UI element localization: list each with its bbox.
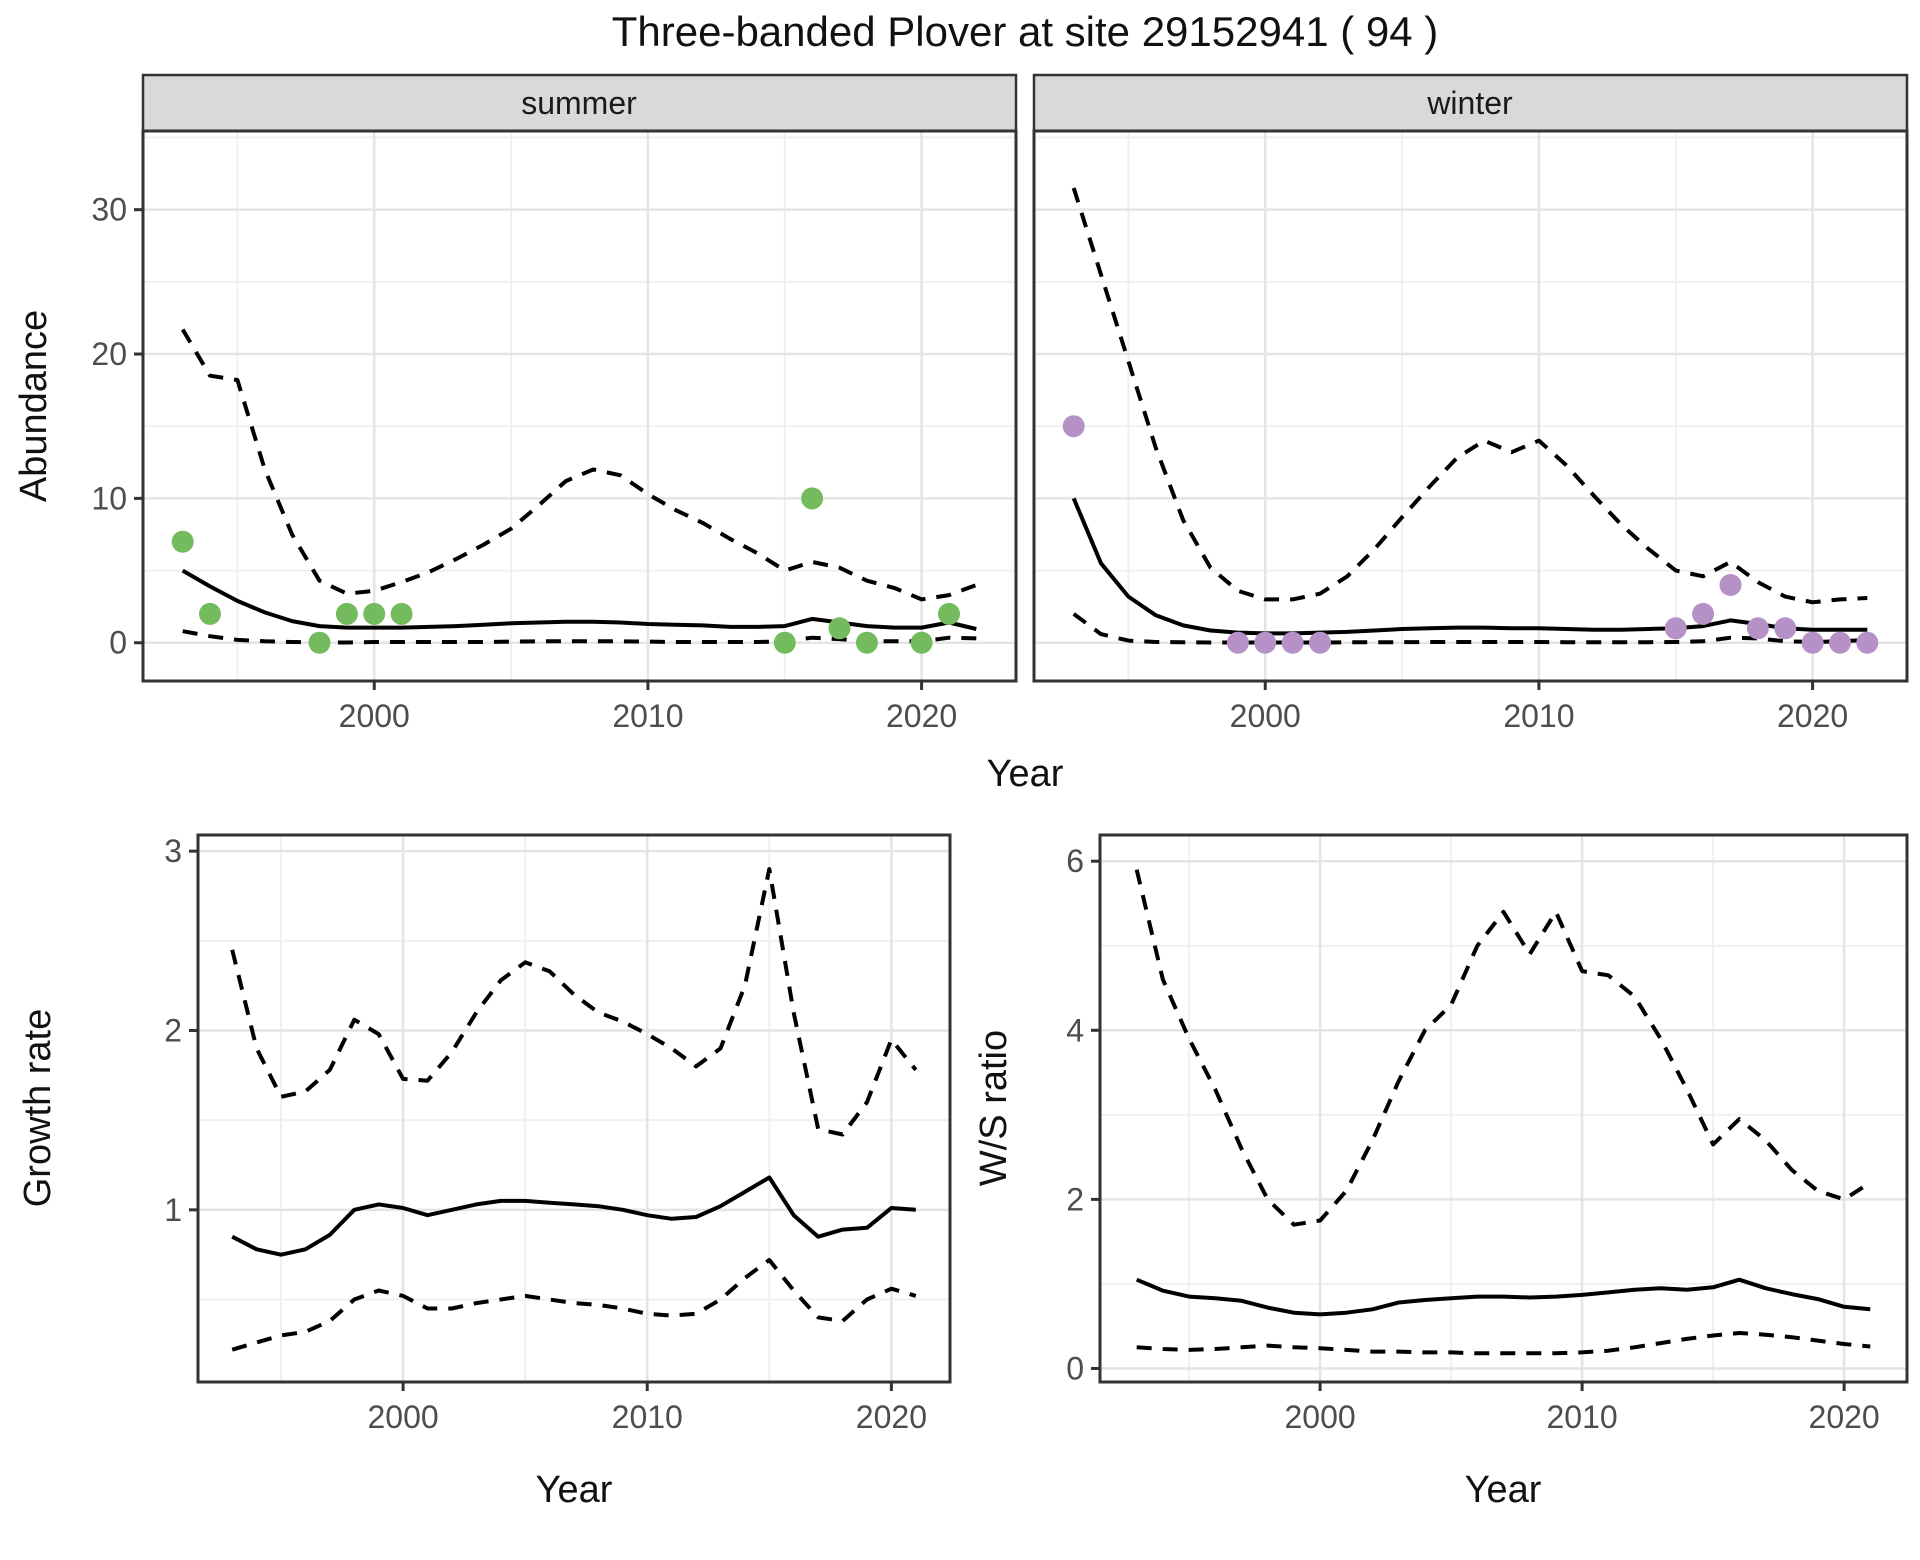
strip-winter-box bbox=[1032, 73, 1909, 133]
y-tick-label: 0 bbox=[109, 625, 127, 661]
data-point-winter bbox=[1062, 415, 1085, 438]
series-lower_ci-winter bbox=[1072, 612, 1868, 645]
x-tick-label: 2010 bbox=[1503, 698, 1574, 734]
data-point-winter bbox=[1801, 631, 1824, 654]
data-point-summer bbox=[390, 602, 413, 625]
x-tick-label: 2020 bbox=[886, 698, 957, 734]
series-lower_ci-ws bbox=[1136, 1331, 1871, 1356]
data-point-winter bbox=[1856, 631, 1879, 654]
y-tick-label: 30 bbox=[91, 192, 127, 228]
strip-summer-label: summer bbox=[521, 85, 637, 121]
data-point-winter bbox=[1746, 617, 1769, 640]
data-point-summer bbox=[363, 602, 386, 625]
data-point-winter bbox=[1829, 631, 1851, 654]
x-tick-label: 2020 bbox=[1809, 1399, 1880, 1435]
x-tick-label: 2010 bbox=[612, 1399, 683, 1435]
data-point-winter bbox=[1692, 602, 1715, 625]
data-point-summer bbox=[910, 631, 933, 654]
data-point-summer bbox=[308, 631, 331, 654]
data-point-winter bbox=[1281, 631, 1304, 654]
series-mean-growth bbox=[231, 1175, 916, 1257]
series-mean-ws bbox=[1135, 1277, 1871, 1317]
panel-summer: 2000 2010 2020 0 10 20 30 bbox=[91, 129, 1018, 734]
x-axis-title-year-top: Year bbox=[987, 753, 1064, 795]
y-tick-label: 0 bbox=[1066, 1350, 1084, 1386]
series-upper_ci-summer bbox=[180, 328, 977, 602]
x-tick-label: 2000 bbox=[1284, 1399, 1355, 1435]
panel-growth: 2000 2010 2020 1 2 3 bbox=[164, 833, 952, 1435]
data-point-summer bbox=[828, 617, 851, 640]
data-point-summer bbox=[171, 530, 194, 553]
panel-border-ws bbox=[1098, 833, 1909, 1384]
x-axis-title-year-growth: Year bbox=[536, 1469, 613, 1511]
data-point-winter bbox=[1226, 631, 1249, 654]
y-tick-label: 6 bbox=[1066, 843, 1084, 879]
panel-border-summer bbox=[141, 129, 1018, 683]
x-tick-label: 2000 bbox=[339, 698, 410, 734]
y-tick-label: 20 bbox=[91, 336, 127, 372]
panel-border-winter bbox=[1032, 129, 1909, 683]
x-axis-title-year-ws: Year bbox=[1465, 1469, 1542, 1511]
data-point-summer bbox=[938, 602, 960, 625]
data-point-summer bbox=[773, 631, 796, 654]
series-mean-winter bbox=[1071, 497, 1868, 636]
x-tick-label: 2020 bbox=[856, 1399, 927, 1435]
data-point-summer bbox=[855, 631, 878, 654]
strip-summer-box bbox=[141, 73, 1018, 133]
data-point-summer bbox=[801, 487, 824, 510]
data-point-winter bbox=[1664, 617, 1687, 640]
strip-winter-label: winter bbox=[1426, 85, 1513, 121]
x-tick-label: 2020 bbox=[1777, 698, 1848, 734]
y-tick-label: 1 bbox=[164, 1192, 182, 1228]
data-point-winter bbox=[1719, 574, 1742, 596]
series-upper_ci-growth bbox=[230, 867, 918, 1137]
series-upper_ci-ws bbox=[1134, 869, 1872, 1227]
data-point-winter bbox=[1309, 631, 1331, 654]
y-axis-title-growth-rate: Growth rate bbox=[17, 1009, 59, 1208]
data-point-winter bbox=[1774, 617, 1797, 640]
y-tick-label: 2 bbox=[164, 1012, 182, 1048]
strip-winter: winter bbox=[1032, 73, 1909, 133]
x-tick-label: 2010 bbox=[1547, 1399, 1618, 1435]
panel-border-growth bbox=[196, 833, 952, 1384]
y-tick-label: 2 bbox=[1066, 1181, 1084, 1217]
page-title: Three-banded Plover at site 29152941 ( 9… bbox=[612, 8, 1439, 55]
y-tick-label: 3 bbox=[164, 833, 182, 869]
panel-ws: 2000 2010 2020 0 2 4 6 bbox=[1066, 833, 1909, 1435]
data-point-summer bbox=[335, 602, 358, 625]
x-tick-label: 2000 bbox=[367, 1399, 438, 1435]
x-tick-label: 2000 bbox=[1230, 698, 1301, 734]
panel-winter: 2000 2010 2020 bbox=[1032, 129, 1909, 734]
data-point-summer bbox=[199, 602, 221, 625]
data-point-winter bbox=[1254, 631, 1277, 654]
series-upper_ci-winter bbox=[1071, 187, 1868, 605]
y-axis-title-ws-ratio: W/S ratio bbox=[973, 1030, 1015, 1186]
series-lower_ci-growth bbox=[231, 1258, 917, 1352]
y-tick-label: 4 bbox=[1066, 1012, 1084, 1048]
x-tick-label: 2010 bbox=[612, 698, 683, 734]
y-axis-title-abundance: Abundance bbox=[13, 310, 55, 502]
y-tick-label: 10 bbox=[91, 480, 127, 516]
strip-summer: summer bbox=[141, 73, 1018, 133]
